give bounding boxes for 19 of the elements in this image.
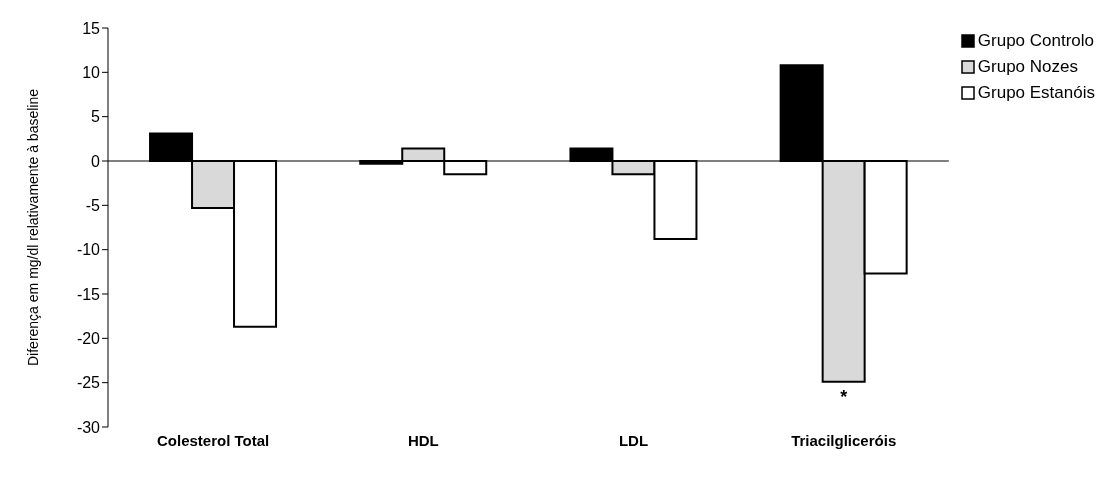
- annotation: *: [840, 386, 848, 407]
- legend-label: Grupo Controlo: [977, 30, 1095, 52]
- y-tick-label: 0: [91, 152, 101, 170]
- x-tick-label: Triacilgliceróis: [791, 431, 897, 449]
- x-tick-label: HDL: [407, 431, 439, 449]
- y-tick-label: 10: [82, 64, 101, 82]
- y-axis-title: Diferença em mg/dl relativamente à baseline: [24, 88, 41, 367]
- y-tick-label: -30: [76, 418, 101, 436]
- y-tick-label: -25: [76, 374, 101, 392]
- legend-label: Grupo Nozes: [977, 56, 1078, 78]
- y-tick-label: -15: [76, 285, 101, 303]
- y-tick-label: 5: [91, 108, 101, 126]
- y-tick-label: -10: [76, 241, 101, 259]
- x-tick-label: Colesterol Total: [156, 431, 270, 449]
- legend-label: Grupo Estanóis: [977, 82, 1095, 104]
- y-tick-label: -5: [85, 197, 101, 215]
- y-tick-label: 15: [82, 19, 101, 37]
- y-tick-label: -20: [76, 330, 101, 348]
- x-tick-label: LDL: [618, 431, 649, 449]
